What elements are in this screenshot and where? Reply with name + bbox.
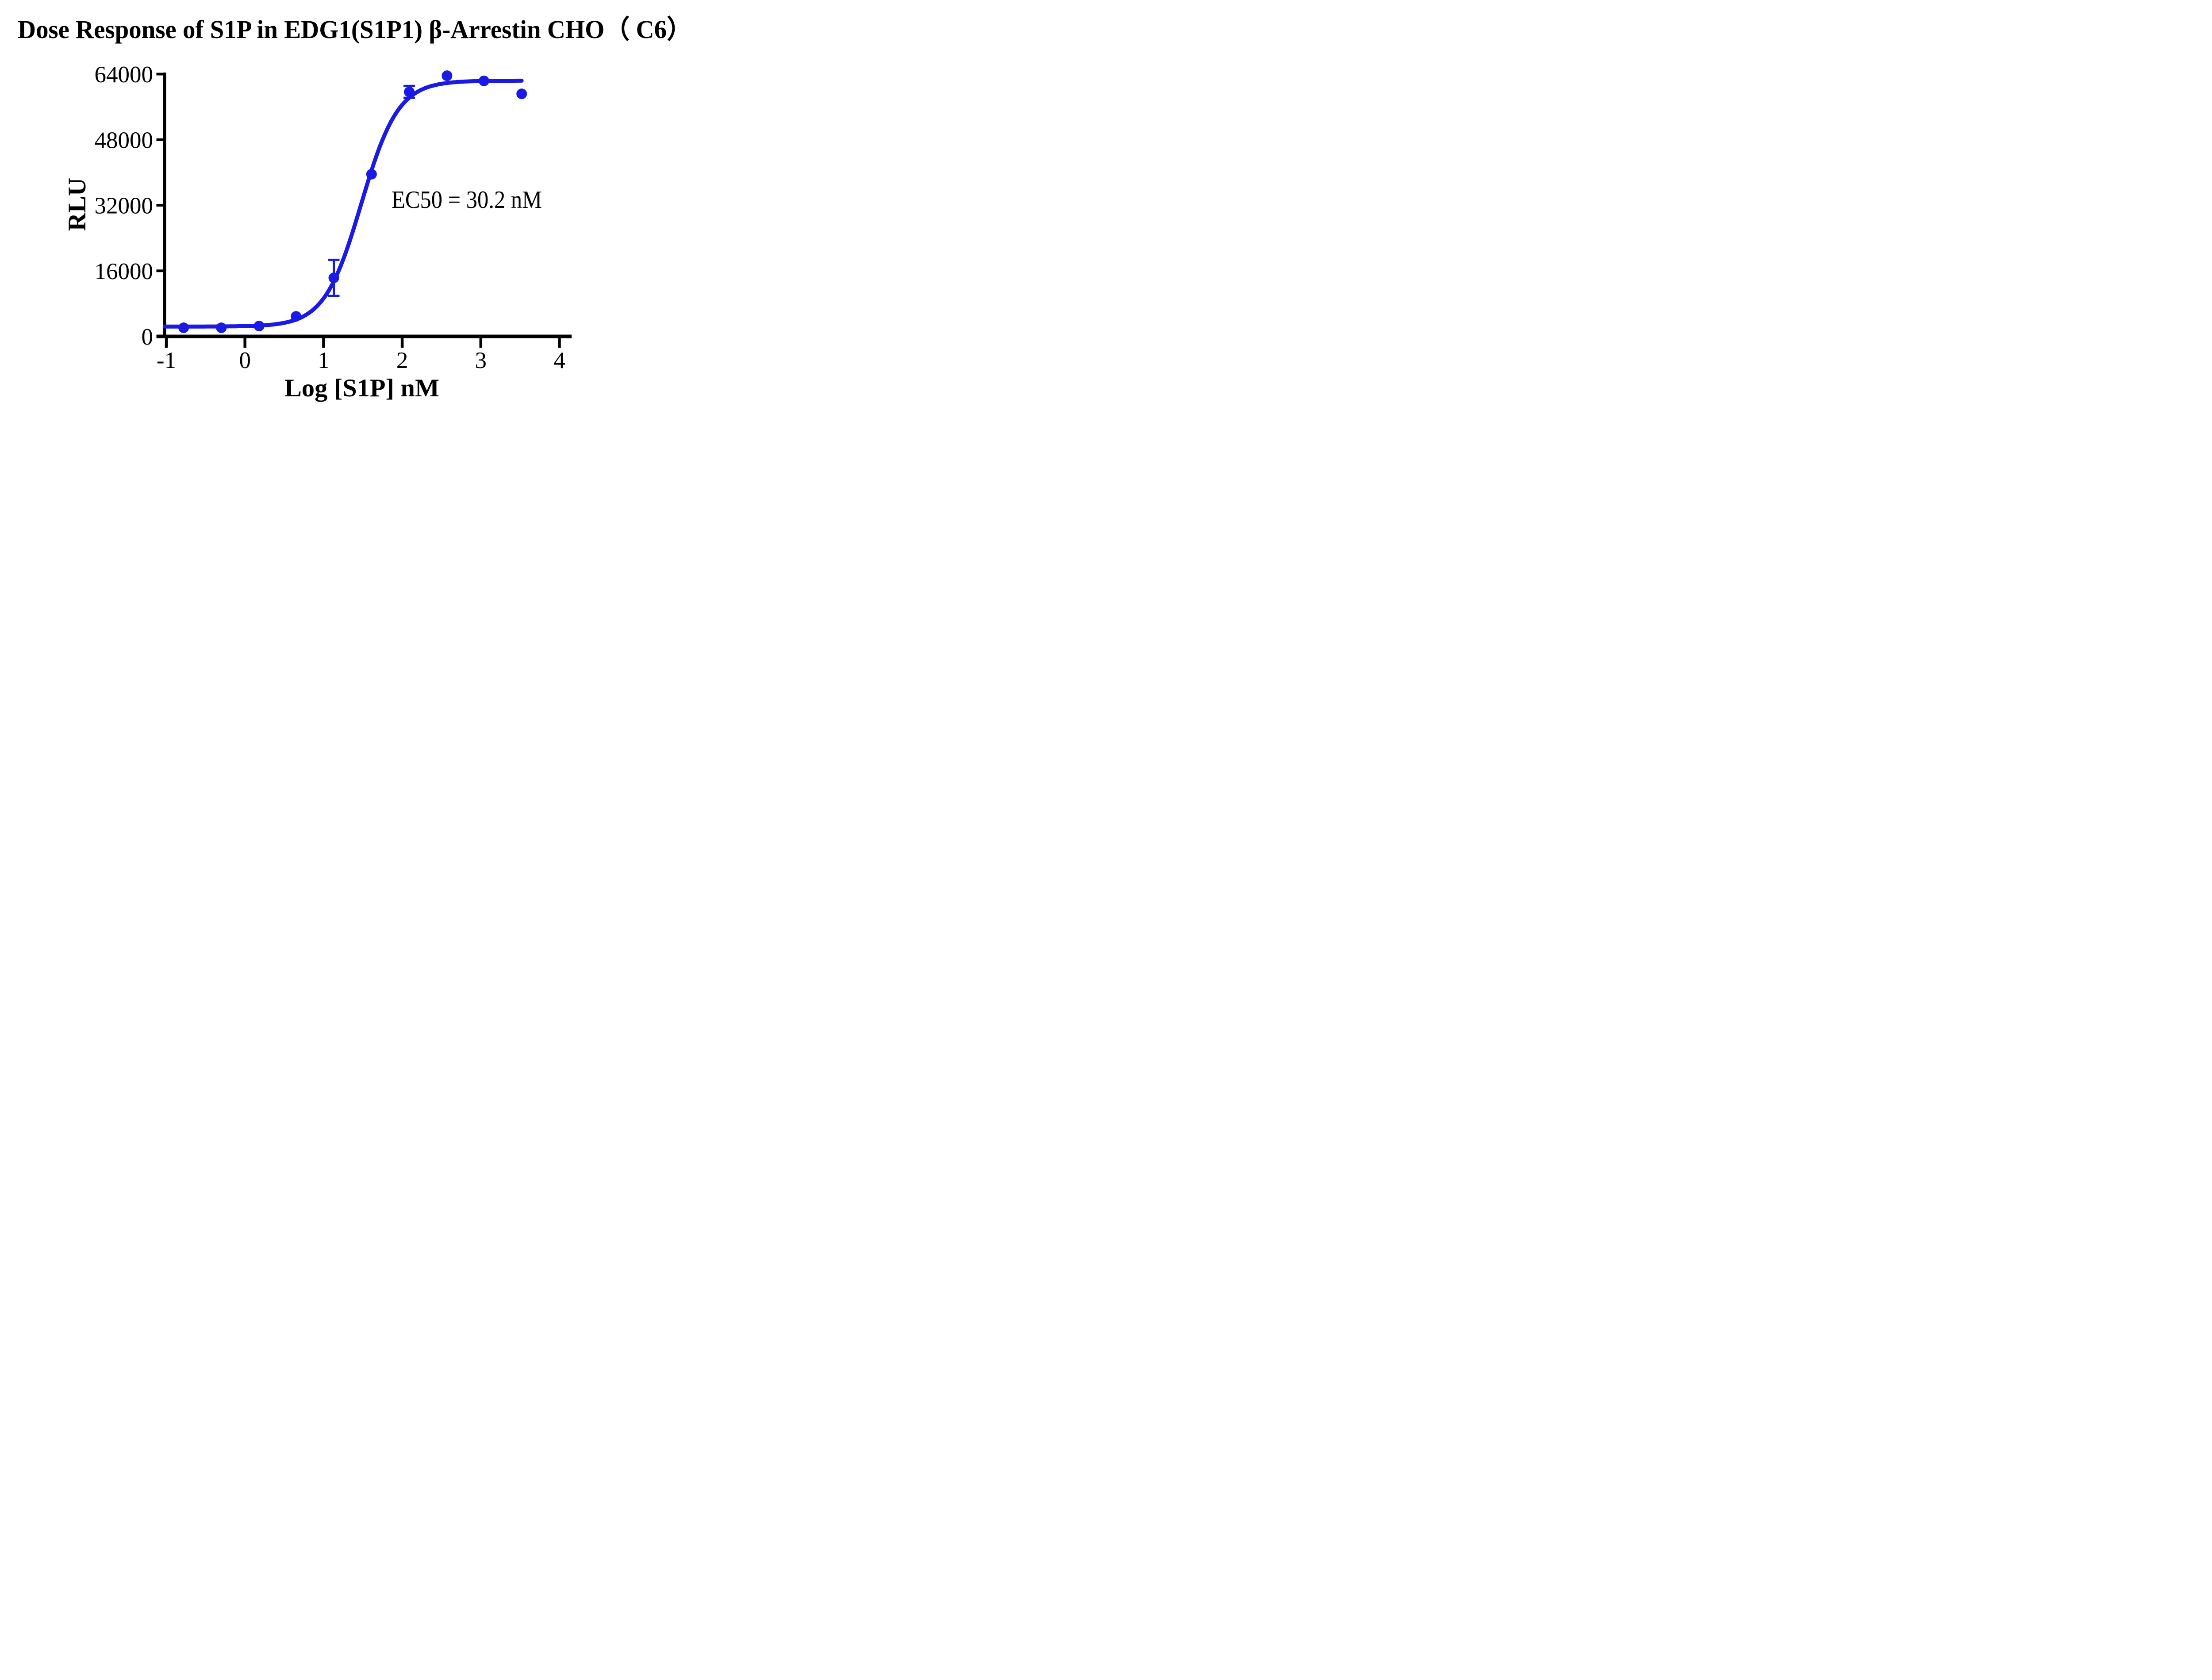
x-tick-label: 4	[553, 348, 565, 373]
dose-response-figure: Dose Response of S1P in EDG1(S1P1) β-Arr…	[0, 0, 720, 420]
y-tick-label: 0	[142, 324, 154, 350]
data-point	[328, 272, 339, 284]
y-tick-label: 16000	[95, 259, 154, 284]
x-tick	[165, 338, 168, 348]
x-tick	[479, 338, 483, 348]
data-point	[178, 322, 189, 334]
y-tick	[156, 138, 165, 141]
x-tick-label: 2	[396, 348, 408, 373]
x-axis-title: Log [S1P] nM	[284, 374, 439, 402]
x-tick	[558, 338, 561, 348]
y-tick-label: 48000	[95, 127, 154, 153]
y-tick	[156, 73, 165, 76]
x-tick	[243, 338, 246, 348]
data-point	[404, 86, 415, 97]
x-tick	[322, 338, 325, 348]
data-point	[253, 321, 265, 332]
data-point	[478, 75, 489, 86]
y-axis-title: RLU	[63, 178, 91, 231]
ec50-annotation: EC50 = 30.2 nM	[392, 186, 542, 214]
x-tick-label: 3	[475, 348, 487, 373]
y-tick	[156, 204, 165, 207]
data-point	[442, 70, 453, 81]
data-layer	[162, 70, 527, 334]
chart-title: Dose Response of S1P in EDG1(S1P1) β-Arr…	[18, 15, 692, 44]
dose-response-plot: Dose Response of S1P in EDG1(S1P1) β-Arr…	[18, 15, 692, 402]
x-tick-label: -1	[157, 348, 176, 373]
y-tick-label: 64000	[95, 62, 154, 88]
data-point	[516, 88, 527, 100]
x-tick	[400, 338, 404, 348]
y-tick	[156, 269, 165, 272]
x-tick-label: 0	[239, 348, 251, 373]
data-point	[291, 311, 302, 322]
data-point	[366, 169, 377, 180]
data-point	[216, 322, 227, 334]
x-axis-line	[157, 334, 572, 338]
x-tick-label: 1	[318, 348, 330, 373]
y-tick-label: 32000	[95, 193, 154, 219]
y-tick	[156, 335, 165, 338]
